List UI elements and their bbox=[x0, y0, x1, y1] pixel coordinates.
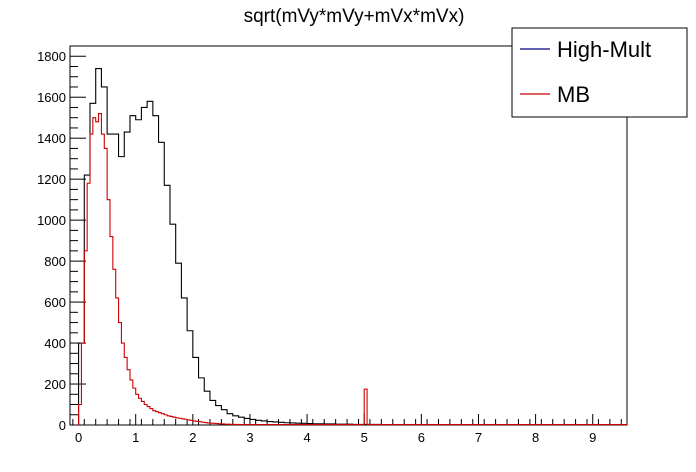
x-tick-label: 9 bbox=[589, 430, 596, 445]
x-tick-label: 8 bbox=[532, 430, 539, 445]
x-tick-label: 6 bbox=[418, 430, 425, 445]
series-high-mult bbox=[78, 67, 622, 426]
y-tick-label: 400 bbox=[44, 336, 66, 351]
x-tick-label: 3 bbox=[246, 430, 253, 445]
series-mb bbox=[78, 113, 627, 426]
x-tick-label: 0 bbox=[75, 430, 82, 445]
y-tick-label: 1400 bbox=[37, 131, 66, 146]
chart-title: sqrt(mVy*mVy+mVx*mVx) bbox=[244, 6, 465, 27]
x-tick-label: 5 bbox=[361, 430, 368, 445]
y-tick-label: 1200 bbox=[37, 172, 66, 187]
y-tick-label: 1600 bbox=[37, 90, 66, 105]
x-axis: 0 1 2 3 4 5 6 7 8 9 bbox=[72, 414, 622, 445]
series-layer bbox=[78, 67, 627, 426]
y-tick-label: 600 bbox=[44, 295, 66, 310]
y-tick-label: 800 bbox=[44, 254, 66, 269]
y-tick-label: 200 bbox=[44, 377, 66, 392]
x-tick-label: 4 bbox=[303, 430, 310, 445]
series-line bbox=[78, 67, 622, 426]
legend-label-mb: MB bbox=[557, 82, 590, 107]
x-tick-label: 7 bbox=[475, 430, 482, 445]
x-tick-label: 1 bbox=[132, 430, 139, 445]
series-line bbox=[78, 113, 627, 426]
y-tick-label: 1000 bbox=[37, 213, 66, 228]
legend-label-high-mult: High-Mult bbox=[557, 37, 651, 62]
y-axis: 0 200 400 600 800 1000 1200 1400 1600 1800 bbox=[37, 49, 86, 433]
legend-box bbox=[511, 27, 688, 118]
legend: High-Mult MB bbox=[511, 27, 688, 118]
y-tick-label: 0 bbox=[59, 418, 66, 433]
y-tick-label: 1800 bbox=[37, 49, 66, 64]
x-tick-label: 2 bbox=[189, 430, 196, 445]
